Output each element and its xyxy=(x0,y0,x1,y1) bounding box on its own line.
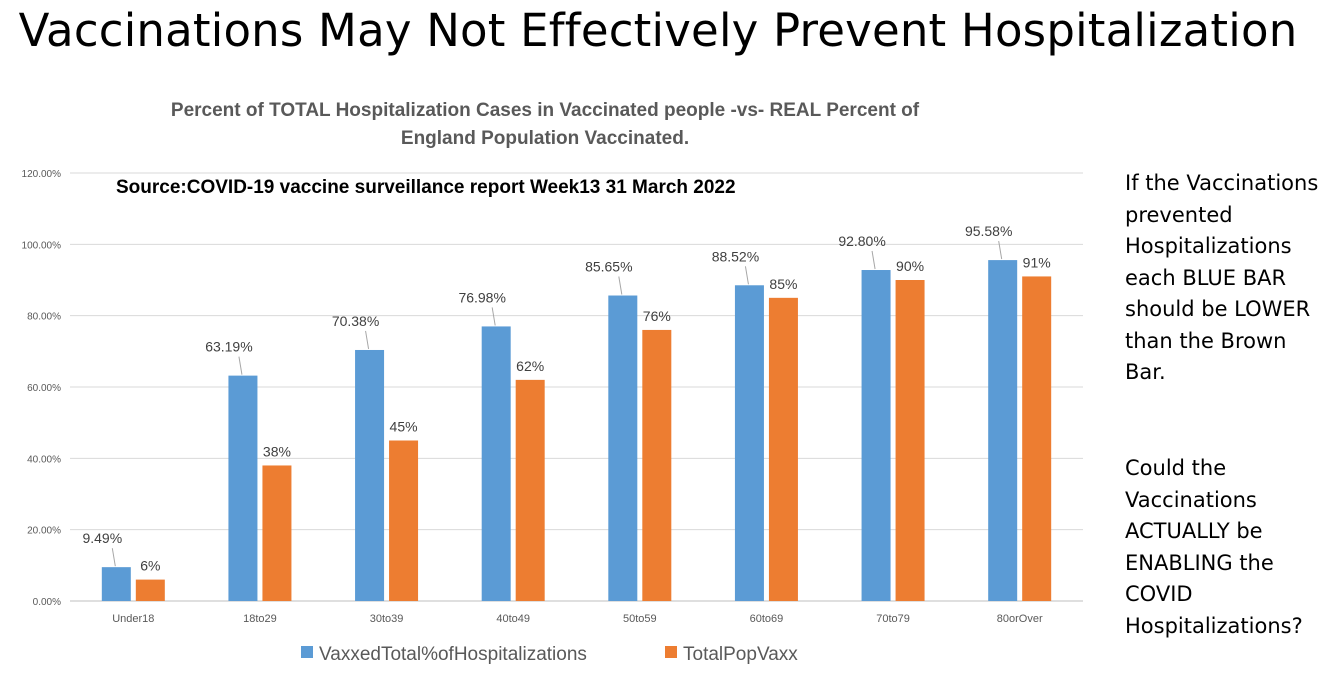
legend-label: VaxxedTotal%ofHospitalizations xyxy=(319,644,587,665)
data-label: 85% xyxy=(769,276,797,292)
leader-line xyxy=(238,356,243,375)
legend-swatch-pop xyxy=(665,646,677,658)
x-tick-label: 40to49 xyxy=(496,613,530,625)
side-note-1: If the Vaccinations prevented Hospitaliz… xyxy=(1125,171,1319,384)
y-tick-label: 0.00% xyxy=(33,597,61,608)
bar-pop-vaxx xyxy=(262,465,292,601)
bar-vaxxed-hosp xyxy=(861,270,891,601)
bar-pop-vaxx xyxy=(1022,276,1052,601)
data-label: 70.38% xyxy=(332,313,379,329)
x-tick-label: Under18 xyxy=(112,613,154,625)
y-tick-label: 20.00% xyxy=(27,526,61,537)
leader-line xyxy=(744,266,749,285)
y-axis-ticks: 0.00% 20.00% 40.00% 60.00% 80.00% 100.00% 120.… xyxy=(22,169,62,608)
bar-pop-vaxx xyxy=(895,280,925,601)
bar-pop-vaxx xyxy=(135,579,165,601)
bar-vaxxed-hosp xyxy=(481,326,511,601)
bars xyxy=(101,260,1052,601)
x-tick-label: 50to59 xyxy=(623,613,657,625)
data-label: 45% xyxy=(390,419,418,435)
side-note-2: Could the Vaccinations ACTUALLY be ENABL… xyxy=(1125,456,1303,638)
leader-line xyxy=(111,548,116,567)
data-label: 9.49% xyxy=(82,530,122,546)
data-label: 38% xyxy=(263,443,291,459)
y-tick-label: 40.00% xyxy=(27,454,61,465)
bar-vaxxed-hosp xyxy=(228,375,258,601)
page-title: Vaccinations May Not Effectively Prevent… xyxy=(18,4,1298,57)
leader-line xyxy=(998,241,1003,260)
data-label: 6% xyxy=(140,558,160,574)
data-label: 88.52% xyxy=(712,248,759,264)
data-label: 85.65% xyxy=(585,259,632,275)
data-label: 92.80% xyxy=(838,233,885,249)
chart-title-line-1: Percent of TOTAL Hospitalization Cases i… xyxy=(171,100,920,121)
leader-line xyxy=(871,250,876,270)
bar-pop-vaxx xyxy=(768,297,798,601)
leader-line xyxy=(618,276,623,295)
leader-line xyxy=(491,307,496,326)
bar-pop-vaxx xyxy=(389,440,419,601)
data-labels: 9.49% 6% 63.19% 38% 70.38% 45% 76.98% 62% 85.65%… xyxy=(82,223,1050,574)
x-tick-label: 70to79 xyxy=(876,613,910,625)
bar-vaxxed-hosp xyxy=(101,567,131,601)
data-label: 91% xyxy=(1023,254,1051,270)
chart-title-line-2: England Population Vaccinated. xyxy=(401,128,689,149)
bar-pop-vaxx xyxy=(515,379,545,601)
data-label: 62% xyxy=(516,358,544,374)
x-axis-ticks: Under18 18to29 30to39 40to49 50to59 60to69 70t… xyxy=(112,613,1043,625)
bar-pop-vaxx xyxy=(642,329,672,601)
data-label: 76.98% xyxy=(458,289,505,305)
x-tick-label: 60to69 xyxy=(750,613,784,625)
x-tick-label: 80orOver xyxy=(997,613,1043,625)
data-label: 76% xyxy=(643,308,671,324)
legend-label: TotalPopVaxx xyxy=(683,644,798,665)
y-tick-label: 100.00% xyxy=(22,240,62,251)
data-label: 63.19% xyxy=(205,339,252,355)
legend-swatch-vaxxed xyxy=(301,646,313,658)
bar-vaxxed-hosp xyxy=(608,295,638,601)
y-tick-label: 60.00% xyxy=(27,383,61,394)
bar-vaxxed-hosp xyxy=(988,260,1018,601)
gridlines xyxy=(70,172,1083,602)
data-label: 90% xyxy=(896,258,924,274)
x-tick-label: 30to39 xyxy=(370,613,404,625)
data-label: 95.58% xyxy=(965,223,1012,239)
source-annotation: Source:COVID-19 vaccine surveillance rep… xyxy=(116,177,736,198)
bar-vaxxed-hosp xyxy=(734,285,764,601)
bar-vaxxed-hosp xyxy=(355,349,385,601)
y-tick-label: 120.00% xyxy=(22,169,62,180)
leader-line xyxy=(365,330,370,350)
y-tick-label: 80.00% xyxy=(27,312,61,323)
legend: VaxxedTotal%ofHospitalizations TotalPopVa… xyxy=(301,644,798,665)
x-tick-label: 18to29 xyxy=(243,613,277,625)
